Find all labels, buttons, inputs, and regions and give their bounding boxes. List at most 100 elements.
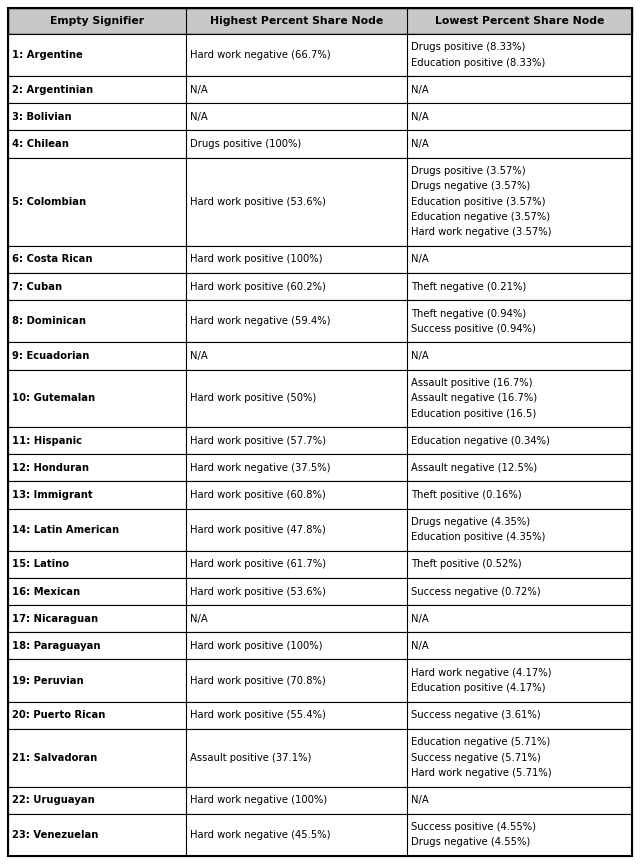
Bar	[8, 632, 632, 659]
Text: Theft positive (0.52%): Theft positive (0.52%)	[412, 560, 522, 569]
Text: Success negative (0.72%): Success negative (0.72%)	[412, 587, 541, 596]
Text: 16: Mexican: 16: Mexican	[12, 587, 80, 596]
Text: Hard work negative (59.4%): Hard work negative (59.4%)	[190, 316, 330, 327]
Text: Assault positive (16.7%): Assault positive (16.7%)	[412, 378, 533, 388]
Text: 13: Immigrant: 13: Immigrant	[12, 490, 93, 500]
Text: Theft positive (0.16%): Theft positive (0.16%)	[412, 490, 522, 500]
Text: 8: Dominican: 8: Dominican	[12, 316, 86, 327]
Text: 14: Latin American: 14: Latin American	[12, 524, 119, 535]
Text: Lowest Percent Share Node: Lowest Percent Share Node	[435, 16, 604, 26]
Text: N/A: N/A	[190, 112, 207, 122]
Text: Education positive (4.35%): Education positive (4.35%)	[412, 532, 546, 543]
Text: Education positive (8.33%): Education positive (8.33%)	[412, 58, 546, 67]
Bar	[8, 370, 632, 428]
Text: N/A: N/A	[412, 795, 429, 805]
Text: Education negative (0.34%): Education negative (0.34%)	[412, 435, 550, 446]
Text: 11: Hispanic: 11: Hispanic	[12, 435, 82, 446]
Text: Drugs positive (8.33%): Drugs positive (8.33%)	[412, 42, 525, 53]
Bar	[8, 8, 632, 34]
Text: Hard work positive (61.7%): Hard work positive (61.7%)	[190, 560, 326, 569]
Text: N/A: N/A	[412, 139, 429, 149]
Text: 9: Ecuadorian: 9: Ecuadorian	[12, 351, 90, 361]
Text: Hard work positive (53.6%): Hard work positive (53.6%)	[190, 587, 326, 596]
Bar	[8, 786, 632, 814]
Text: Hard work positive (100%): Hard work positive (100%)	[190, 255, 323, 264]
Text: Hard work negative (4.17%): Hard work negative (4.17%)	[412, 668, 552, 678]
Bar	[8, 157, 632, 246]
Text: Theft negative (0.94%): Theft negative (0.94%)	[412, 308, 527, 319]
Text: 5: Colombian: 5: Colombian	[12, 197, 86, 206]
Bar	[8, 659, 632, 702]
Text: Hard work positive (60.8%): Hard work positive (60.8%)	[190, 490, 326, 500]
Text: Hard work positive (55.4%): Hard work positive (55.4%)	[190, 710, 326, 721]
Text: 12: Honduran: 12: Honduran	[12, 463, 89, 473]
Bar	[8, 300, 632, 342]
Text: Success negative (5.71%): Success negative (5.71%)	[412, 753, 541, 763]
Text: Assault negative (16.7%): Assault negative (16.7%)	[412, 393, 538, 403]
Bar	[8, 551, 632, 578]
Bar	[8, 814, 632, 856]
Text: Highest Percent Share Node: Highest Percent Share Node	[210, 16, 383, 26]
Text: Hard work negative (100%): Hard work negative (100%)	[190, 795, 327, 805]
Text: Assault positive (37.1%): Assault positive (37.1%)	[190, 753, 311, 763]
Text: N/A: N/A	[190, 85, 207, 95]
Bar	[8, 605, 632, 632]
Bar	[8, 246, 632, 273]
Text: 3: Bolivian: 3: Bolivian	[12, 112, 72, 122]
Bar	[8, 702, 632, 729]
Text: N/A: N/A	[190, 351, 207, 361]
Text: N/A: N/A	[412, 112, 429, 122]
Text: Hard work positive (100%): Hard work positive (100%)	[190, 641, 323, 651]
Text: Hard work negative (45.5%): Hard work negative (45.5%)	[190, 829, 330, 840]
Bar	[8, 428, 632, 454]
Text: Hard work positive (70.8%): Hard work positive (70.8%)	[190, 676, 326, 685]
Text: Hard work negative (3.57%): Hard work negative (3.57%)	[412, 227, 552, 238]
Bar	[8, 273, 632, 300]
Text: N/A: N/A	[412, 351, 429, 361]
Bar	[8, 130, 632, 157]
Bar	[8, 342, 632, 370]
Text: Education positive (16.5): Education positive (16.5)	[412, 409, 536, 419]
Text: Hard work positive (47.8%): Hard work positive (47.8%)	[190, 524, 326, 535]
Text: Education positive (3.57%): Education positive (3.57%)	[412, 197, 546, 206]
Text: 4: Chilean: 4: Chilean	[12, 139, 69, 149]
Text: N/A: N/A	[412, 255, 429, 264]
Text: 15: Latino: 15: Latino	[12, 560, 69, 569]
Text: 19: Peruvian: 19: Peruvian	[12, 676, 84, 685]
Text: Drugs positive (3.57%): Drugs positive (3.57%)	[412, 166, 526, 176]
Text: 17: Nicaraguan: 17: Nicaraguan	[12, 613, 98, 624]
Text: Assault negative (12.5%): Assault negative (12.5%)	[412, 463, 538, 473]
Text: Success negative (3.61%): Success negative (3.61%)	[412, 710, 541, 721]
Text: Education negative (3.57%): Education negative (3.57%)	[412, 212, 550, 222]
Text: Hard work positive (50%): Hard work positive (50%)	[190, 393, 316, 403]
Text: 20: Puerto Rican: 20: Puerto Rican	[12, 710, 106, 721]
Text: Empty Signifier: Empty Signifier	[50, 16, 144, 26]
Text: Hard work negative (66.7%): Hard work negative (66.7%)	[190, 50, 330, 60]
Text: 22: Uruguayan: 22: Uruguayan	[12, 795, 95, 805]
Bar	[8, 34, 632, 76]
Text: 6: Costa Rican: 6: Costa Rican	[12, 255, 93, 264]
Bar	[8, 76, 632, 104]
Bar	[8, 729, 632, 786]
Text: Hard work positive (60.2%): Hard work positive (60.2%)	[190, 282, 326, 291]
Text: 1: Argentine: 1: Argentine	[12, 50, 83, 60]
Text: Success positive (4.55%): Success positive (4.55%)	[412, 823, 536, 832]
Text: Hard work positive (57.7%): Hard work positive (57.7%)	[190, 435, 326, 446]
Text: N/A: N/A	[190, 613, 207, 624]
Text: Hard work positive (53.6%): Hard work positive (53.6%)	[190, 197, 326, 206]
Text: Drugs negative (3.57%): Drugs negative (3.57%)	[412, 181, 531, 192]
Text: N/A: N/A	[412, 85, 429, 95]
Bar	[8, 509, 632, 551]
Bar	[8, 104, 632, 130]
Text: Drugs negative (4.35%): Drugs negative (4.35%)	[412, 517, 531, 527]
Text: Drugs negative (4.55%): Drugs negative (4.55%)	[412, 837, 531, 848]
Text: N/A: N/A	[412, 641, 429, 651]
Text: Education positive (4.17%): Education positive (4.17%)	[412, 683, 546, 693]
Bar	[8, 578, 632, 605]
Text: 18: Paraguayan: 18: Paraguayan	[12, 641, 100, 651]
Text: Success positive (0.94%): Success positive (0.94%)	[412, 324, 536, 334]
Bar	[8, 454, 632, 481]
Text: Drugs positive (100%): Drugs positive (100%)	[190, 139, 301, 149]
Text: Education negative (5.71%): Education negative (5.71%)	[412, 737, 550, 747]
Text: 23: Venezuelan: 23: Venezuelan	[12, 829, 99, 840]
